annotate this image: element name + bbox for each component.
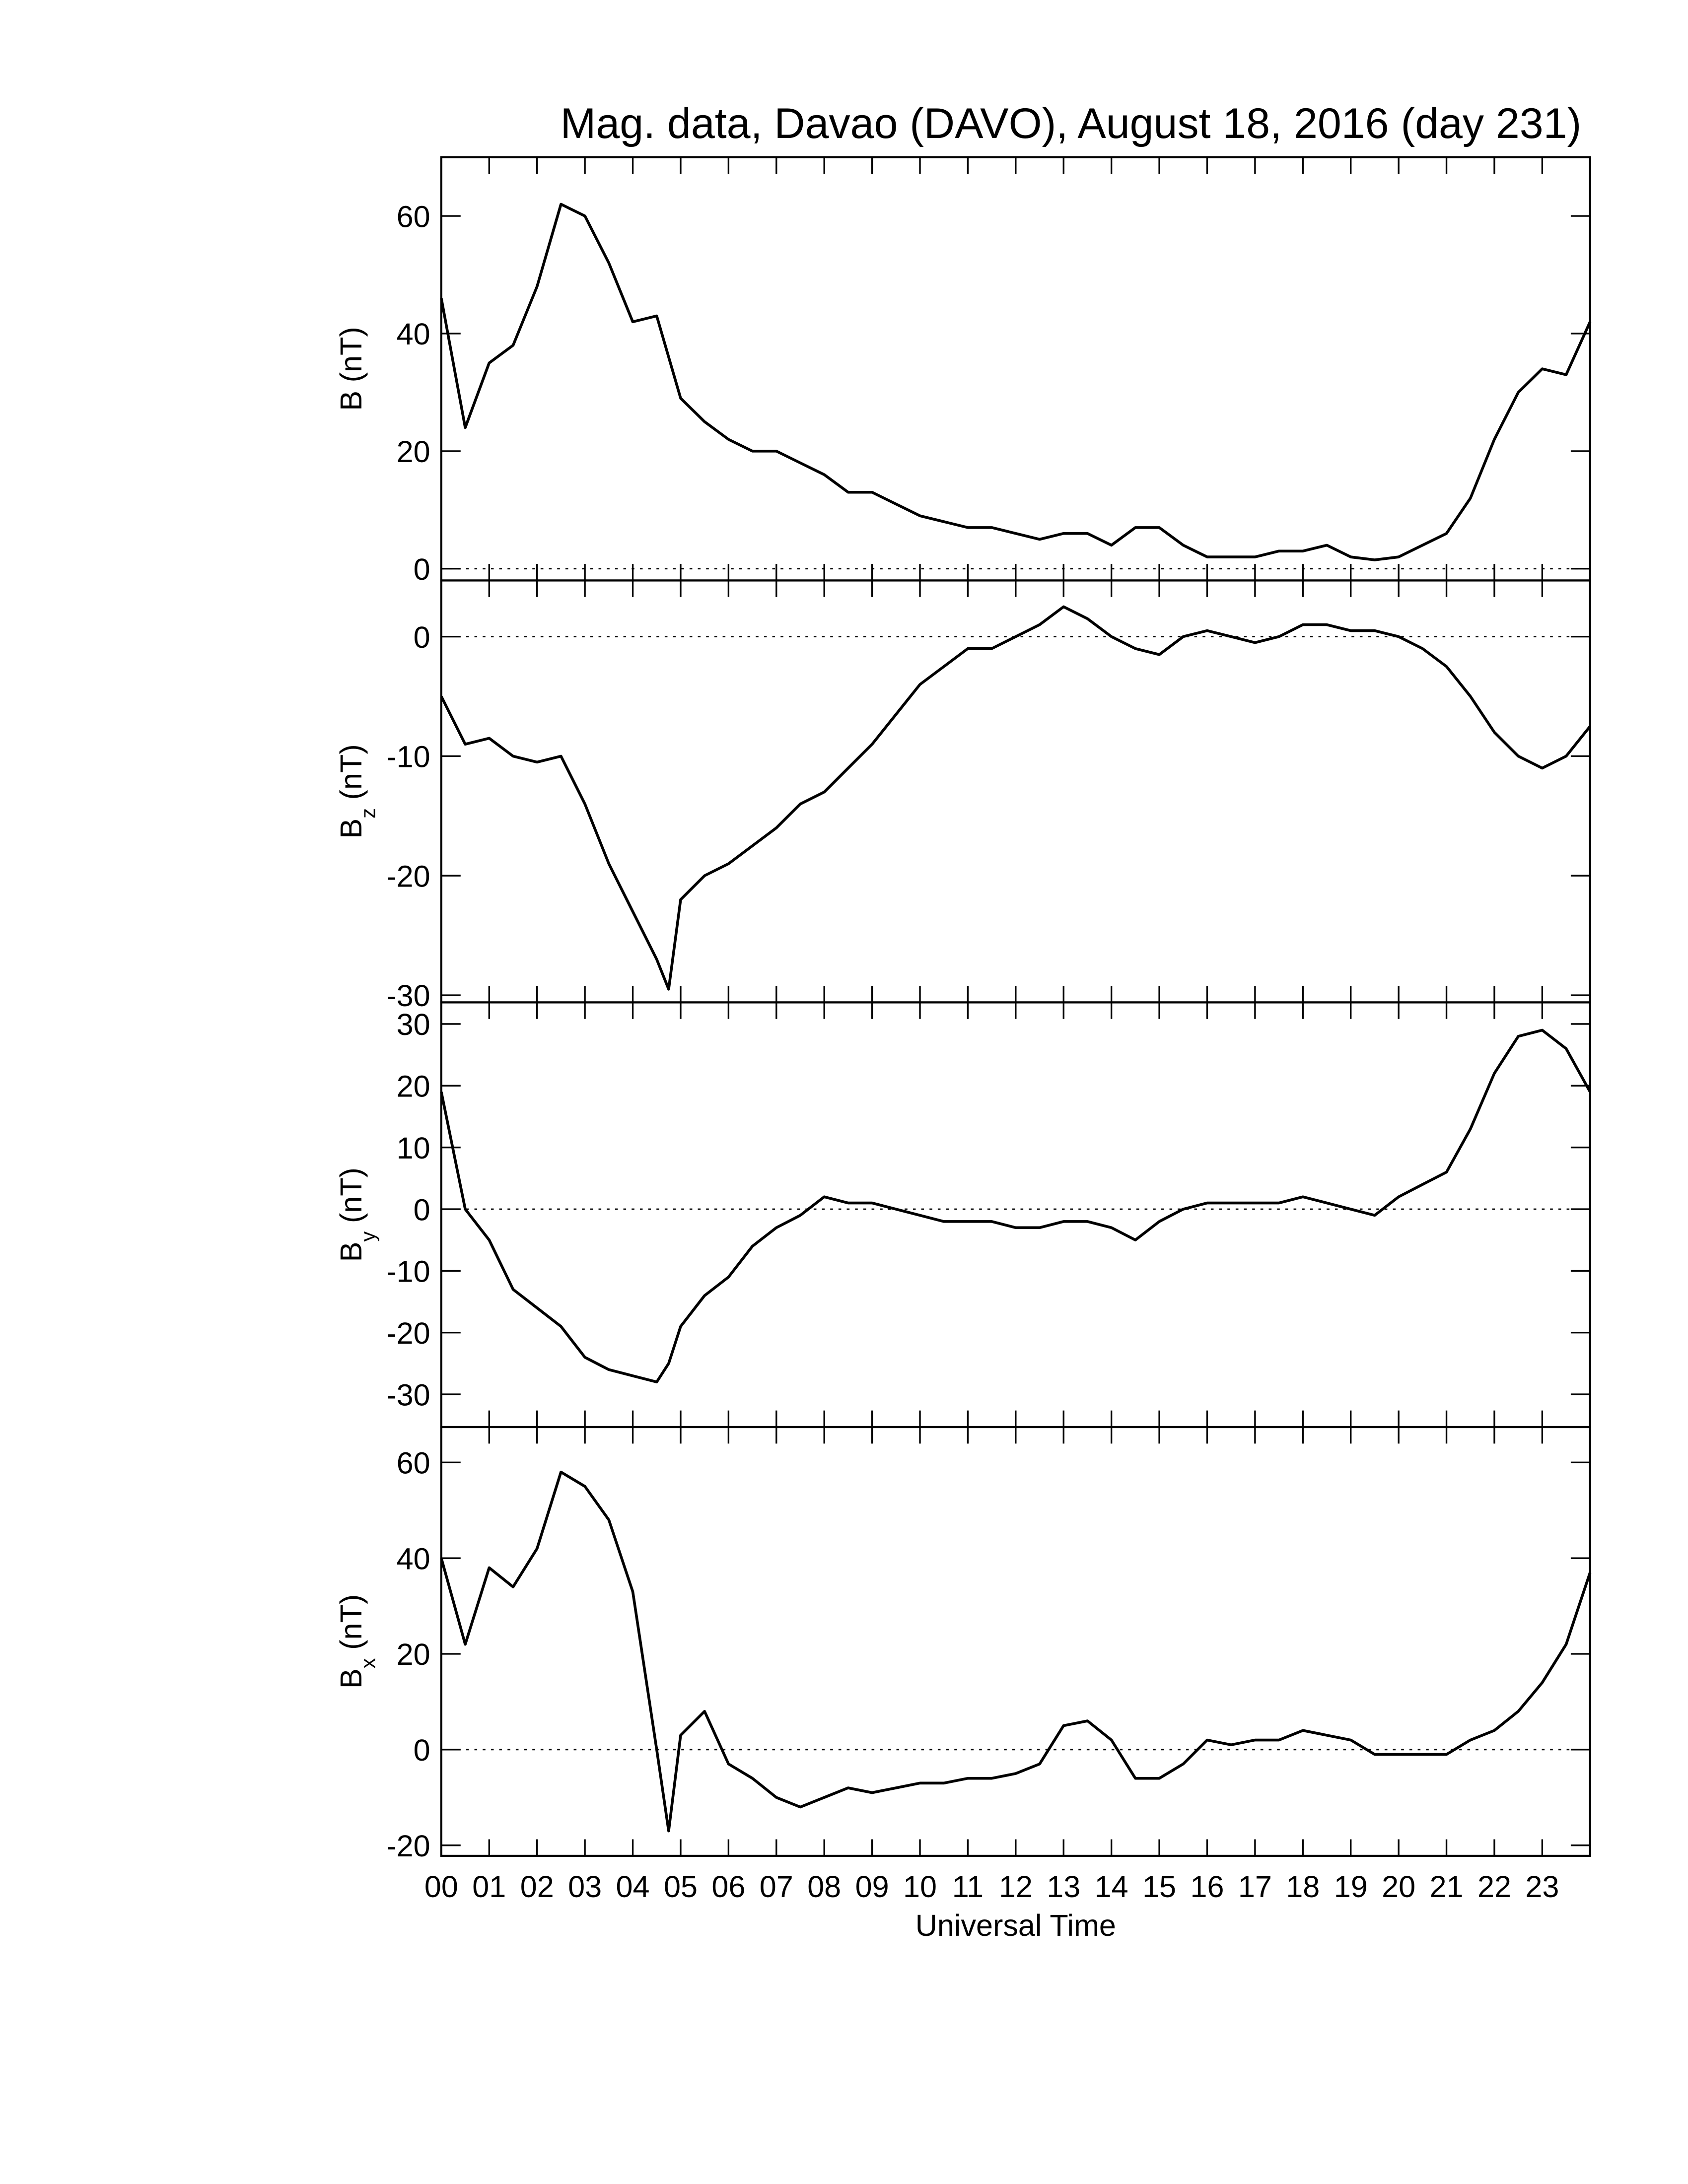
- y-label-unit: (nT): [334, 327, 368, 382]
- y-axis-label: By (nT): [334, 1167, 380, 1262]
- y-tick-label: 20: [397, 435, 430, 469]
- y-label-unit: (nT): [334, 1167, 368, 1223]
- y-tick-label: 0: [414, 1193, 430, 1227]
- y-tick-label: 40: [397, 1542, 430, 1575]
- y-tick-label: 60: [397, 200, 430, 233]
- x-tick-label: 19: [1334, 1870, 1368, 1904]
- x-tick-label: 08: [807, 1870, 841, 1904]
- x-tick-label: 10: [903, 1870, 937, 1904]
- y-tick-label: -10: [386, 740, 430, 774]
- x-tick-label: 20: [1382, 1870, 1415, 1904]
- y-label-subscript: x: [356, 1658, 380, 1668]
- y-tick-label: -30: [386, 1378, 430, 1412]
- y-tick-label: 30: [397, 1008, 430, 1041]
- y-label-symbol: B: [334, 391, 368, 411]
- x-tick-label: 05: [664, 1870, 698, 1904]
- y-tick-label: 0: [414, 1733, 430, 1767]
- y-tick-label: -30: [386, 979, 430, 1013]
- x-tick-label: 23: [1525, 1870, 1559, 1904]
- y-tick-label: -20: [386, 1316, 430, 1350]
- x-tick-label: 07: [760, 1870, 793, 1904]
- data-line: [440, 1028, 1592, 1384]
- y-tick-label: 20: [397, 1638, 430, 1671]
- y-tick-label: -20: [386, 859, 430, 893]
- x-tick-label: 02: [520, 1870, 554, 1904]
- x-tick-label: 11: [952, 1870, 984, 1904]
- data-line: [440, 203, 1592, 561]
- x-tick-label: 12: [999, 1870, 1033, 1904]
- y-tick-label: -20: [386, 1829, 430, 1863]
- y-tick-label: 60: [397, 1446, 430, 1480]
- y-axis-label: Bz (nT): [334, 744, 380, 838]
- y-tick-label: 10: [397, 1131, 430, 1165]
- y-label-subscript: z: [356, 808, 380, 819]
- data-line: [440, 1470, 1592, 1833]
- x-tick-label: 16: [1190, 1870, 1224, 1904]
- y-label-subscript: y: [356, 1231, 380, 1242]
- y-label-symbol: B: [334, 1668, 368, 1689]
- y-tick-label: 0: [414, 552, 430, 586]
- x-tick-label: 21: [1430, 1870, 1464, 1904]
- y-tick-label: 0: [414, 620, 430, 654]
- x-tick-label: 17: [1238, 1870, 1272, 1904]
- x-tick-label: 15: [1142, 1870, 1176, 1904]
- y-tick-label: -10: [386, 1255, 430, 1289]
- y-axis-label: Bx (nT): [334, 1594, 380, 1689]
- y-axis-label: B (nT): [334, 327, 368, 410]
- x-axis-label: Universal Time: [915, 1909, 1116, 1942]
- x-tick-label: 03: [568, 1870, 602, 1904]
- y-tick-label: 40: [397, 317, 430, 351]
- x-tick-label: 13: [1047, 1870, 1080, 1904]
- y-label-unit: (nT): [334, 744, 368, 800]
- y-label-unit: (nT): [334, 1594, 368, 1650]
- x-tick-label: 14: [1095, 1870, 1128, 1904]
- x-tick-label: 00: [424, 1870, 458, 1904]
- x-tick-label: 22: [1477, 1870, 1511, 1904]
- x-tick-label: 09: [855, 1870, 889, 1904]
- y-label-symbol: B: [334, 1242, 368, 1262]
- x-tick-label: 06: [711, 1870, 745, 1904]
- x-tick-label: 04: [616, 1870, 650, 1904]
- data-line: [440, 605, 1591, 991]
- chart-title: Mag. data, Davao (DAVO), August 18, 2016…: [561, 100, 1582, 147]
- y-tick-label: 20: [397, 1070, 430, 1103]
- y-label-symbol: B: [334, 819, 368, 839]
- x-tick-label: 18: [1286, 1870, 1320, 1904]
- x-tick-label: 01: [472, 1870, 506, 1904]
